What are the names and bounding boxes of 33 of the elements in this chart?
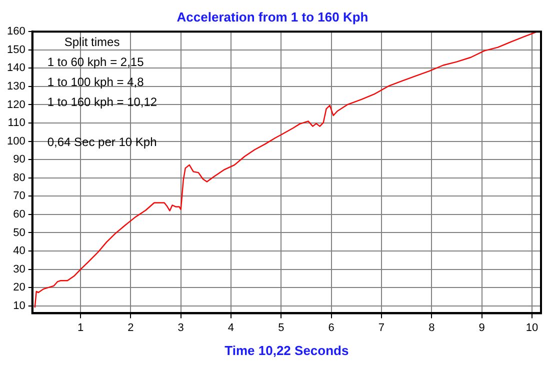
x-tick-label: 2 xyxy=(128,322,134,334)
x-tick-label: 3 xyxy=(178,322,184,334)
annotation: 1 to 160 kph = 10,12 xyxy=(47,94,158,109)
annotation: 1 to 60 kph = 2,15 xyxy=(47,54,144,69)
x-tick-label: 1 xyxy=(77,322,84,334)
y-tick-label: 130 xyxy=(6,80,26,92)
y-tick-label: 160 xyxy=(6,26,26,38)
x-tick-label: 5 xyxy=(278,322,284,334)
y-tick-label: 70 xyxy=(13,190,26,202)
x-axis-title: Time 10,22 Seconds xyxy=(224,342,349,358)
x-tick-label: 8 xyxy=(428,322,435,334)
x-tick-label: 9 xyxy=(478,322,485,334)
y-tick-label: 90 xyxy=(13,154,26,166)
y-tick-label: 10 xyxy=(13,300,26,312)
x-tick-label: 10 xyxy=(526,322,538,334)
x-tick-label: 6 xyxy=(328,322,334,334)
y-tick-label: 40 xyxy=(13,245,26,258)
x-tick-label: 7 xyxy=(378,322,385,334)
chart-title: Acceleration from 1 to 160 Kph xyxy=(176,9,368,24)
y-tick-label: 110 xyxy=(8,117,26,130)
y-tick-label: 50 xyxy=(13,226,26,239)
y-tick-label: 100 xyxy=(6,135,26,148)
y-tick-label: 140 xyxy=(6,62,26,74)
x-tick-label: 4 xyxy=(228,322,234,334)
annotation: 0,64 Sec per 10 Kph xyxy=(47,134,157,149)
y-tick-label: 30 xyxy=(13,263,26,276)
y-tick-label: 120 xyxy=(6,98,26,111)
y-tick-label: 80 xyxy=(13,172,26,184)
annotation: Split times xyxy=(64,34,120,49)
y-tick-label: 60 xyxy=(13,208,26,220)
y-tick-label: 150 xyxy=(6,44,26,56)
annotation: 1 to 100 kph = 4,8 xyxy=(47,74,144,89)
y-tick-label: 20 xyxy=(13,282,26,294)
